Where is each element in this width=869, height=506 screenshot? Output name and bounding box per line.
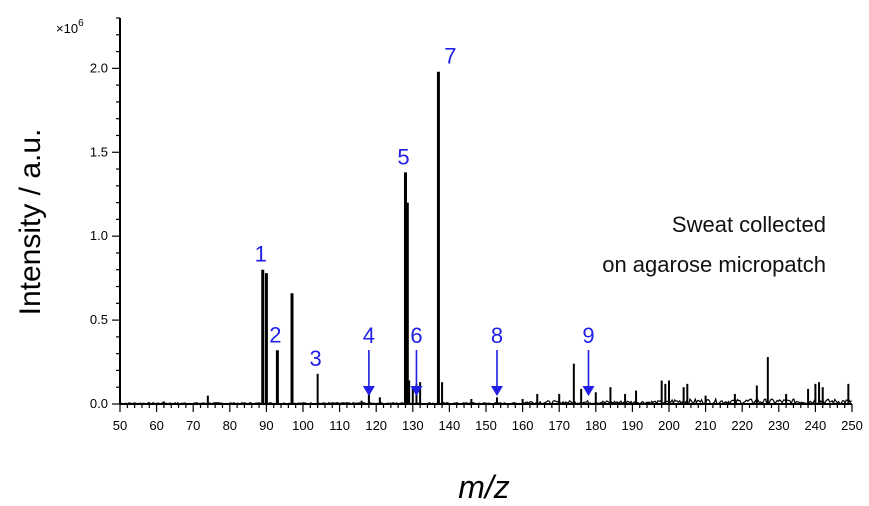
x-tick-label: 170	[548, 418, 570, 433]
x-tick-label: 220	[731, 418, 753, 433]
x-tick-label: 150	[475, 418, 497, 433]
axes	[119, 18, 852, 405]
x-tick-label: 190	[622, 418, 644, 433]
x-tick-label: 240	[805, 418, 827, 433]
x-tick-label: 130	[402, 418, 424, 433]
x-tick-label: 200	[658, 418, 680, 433]
annotation-arrow-head	[490, 386, 503, 396]
annotation-arrow-head	[582, 386, 595, 396]
y-axis-ticks: 0.0 0.5 1.0 1.5 2.0	[90, 17, 120, 411]
x-tick-label: 210	[695, 418, 717, 433]
annotation-arrow-head	[410, 386, 423, 396]
y-tick-label: 2.0	[90, 60, 108, 75]
x-tick-label: 250	[841, 418, 863, 433]
x-tick-label: 50	[113, 418, 127, 433]
annotation-label: 6	[410, 323, 422, 348]
annotation-label: 7	[444, 44, 456, 69]
x-tick-label: 140	[439, 418, 461, 433]
spectrum-baseline	[119, 396, 852, 406]
x-tick-label: 70	[186, 418, 200, 433]
annotation-label: 5	[397, 144, 409, 169]
peak-annotations: 1 2 3 4 5 6 7 8 9	[255, 44, 595, 396]
annotation-label: 9	[582, 323, 594, 348]
x-tick-label: 80	[223, 418, 237, 433]
annotation-arrow-head	[362, 386, 375, 396]
x-tick-label: 90	[259, 418, 273, 433]
y-tick-label: 1.5	[90, 144, 108, 159]
annotation-label: 8	[491, 323, 503, 348]
x-axis-title: m/z	[458, 469, 510, 505]
sample-note-line-1: Sweat collected	[672, 212, 826, 237]
x-axis-ticks: 50 60 70 80 90 100 110 120 130 140 150 160 170 180 190…	[113, 404, 863, 433]
sample-note-line-2: on agarose micropatch	[602, 252, 826, 277]
x-tick-label: 120	[365, 418, 387, 433]
x-tick-label: 60	[149, 418, 163, 433]
y-multiplier: ×106	[56, 18, 84, 36]
annotation-label: 1	[255, 242, 267, 267]
y-axis-title: Intensity / a.u.	[14, 129, 47, 316]
x-tick-label: 110	[329, 418, 350, 433]
y-tick-label: 0.5	[90, 312, 108, 327]
x-tick-label: 180	[585, 418, 607, 433]
y-tick-label: 0.0	[90, 396, 108, 411]
annotation-label: 4	[363, 323, 375, 348]
spectrum-series	[119, 71, 852, 406]
annotation-label: 3	[310, 346, 322, 371]
x-tick-label: 160	[512, 418, 534, 433]
x-tick-label: 230	[768, 418, 790, 433]
annotation-label: 2	[269, 322, 281, 347]
y-tick-label: 1.0	[90, 228, 108, 243]
x-tick-label: 100	[292, 418, 314, 433]
